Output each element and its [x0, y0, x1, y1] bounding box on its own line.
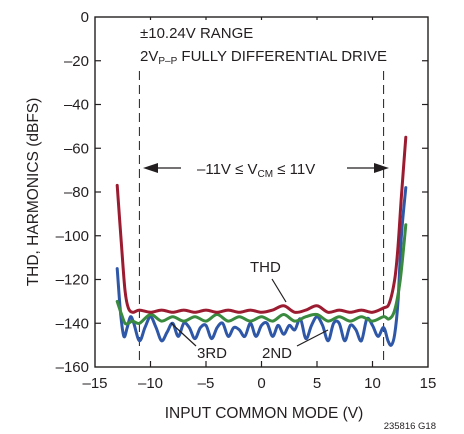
y-tick-labels: 0 –20 –40 –60 –80 –100 –120 –140 –160	[56, 9, 89, 376]
x-tick-label: –15	[82, 375, 107, 392]
x-axis-label: INPUT COMMON MODE (V)	[165, 405, 364, 422]
x-tick-label: 0	[257, 375, 265, 392]
y-tick-label: 0	[81, 9, 89, 26]
thd-leader	[271, 278, 287, 303]
y-tick-label: –40	[64, 97, 89, 114]
y-tick-label: –60	[64, 140, 89, 157]
vcm-left-arrow-head	[143, 163, 158, 173]
x-tick-label: 15	[420, 375, 437, 392]
x-tick-label: 10	[364, 375, 381, 392]
y-tick-label: –160	[56, 359, 89, 376]
y-tick-label: –120	[56, 272, 89, 289]
vcm-range-annotation: –11V ≤ VCM ≤ 11V	[143, 155, 389, 180]
figure-id: 235816 G18	[384, 421, 436, 432]
series-line-3rd	[115, 223, 408, 326]
series-lines	[115, 135, 408, 347]
vcm-right-arrow-head	[374, 163, 389, 173]
vcm-range-text: –11V ≤ VCM ≤ 11V	[197, 161, 315, 180]
range-text-line1: ±10.24V RANGE	[140, 25, 253, 42]
x-tick-label: –10	[138, 375, 163, 392]
range-limit-lines	[138, 57, 385, 363]
y-tick-label: –20	[64, 53, 89, 70]
x-tick-labels: –15 –10 –5 0 5 10 15	[82, 375, 436, 392]
y-tick-label: –100	[56, 228, 89, 245]
range-text-line2: 2VP–P FULLY DIFFERENTIAL DRIVE	[140, 48, 387, 67]
x-tick-label: –5	[198, 375, 215, 392]
third-label: 3RD	[197, 345, 227, 362]
axis-ticks	[95, 17, 428, 367]
y-tick-label: –140	[56, 315, 89, 332]
vcm-text-backdrop	[186, 155, 340, 179]
y-axis-label: THD, HARMONICS (dBFS)	[25, 98, 42, 287]
series-line-thd	[115, 135, 408, 314]
y-tick-label: –80	[64, 184, 89, 201]
second-leader	[296, 329, 329, 347]
thd-label: THD	[250, 259, 281, 276]
series-line-2nd	[115, 186, 408, 347]
second-label: 2ND	[262, 345, 292, 362]
third-leader	[170, 322, 197, 347]
x-tick-label: 5	[313, 375, 321, 392]
plot-frame	[94, 16, 429, 368]
range-text-backdrop	[132, 20, 410, 68]
